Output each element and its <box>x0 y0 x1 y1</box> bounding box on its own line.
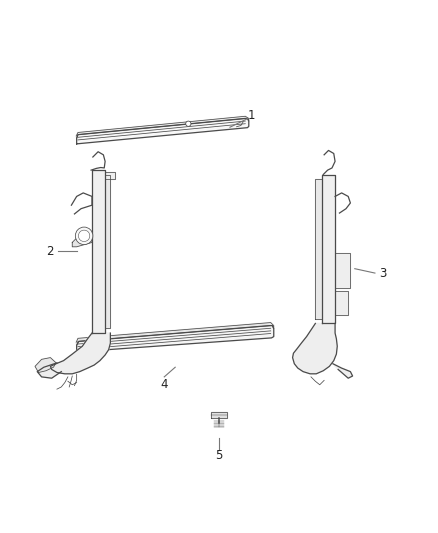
Polygon shape <box>335 253 350 288</box>
Text: 1: 1 <box>248 109 256 122</box>
Polygon shape <box>77 326 274 352</box>
Polygon shape <box>322 174 335 324</box>
Circle shape <box>78 230 90 241</box>
Circle shape <box>186 121 191 126</box>
Polygon shape <box>105 172 115 179</box>
Polygon shape <box>293 324 337 374</box>
Polygon shape <box>37 363 61 378</box>
Polygon shape <box>92 170 105 333</box>
Polygon shape <box>76 322 274 345</box>
Polygon shape <box>76 116 249 138</box>
Text: 4: 4 <box>160 378 168 391</box>
Polygon shape <box>335 290 348 314</box>
Text: 5: 5 <box>215 449 223 462</box>
Text: 3: 3 <box>380 266 387 280</box>
Polygon shape <box>77 118 249 144</box>
Text: 2: 2 <box>46 245 54 257</box>
Polygon shape <box>72 238 92 247</box>
Polygon shape <box>105 174 110 328</box>
Polygon shape <box>211 413 227 418</box>
Polygon shape <box>35 358 56 373</box>
Circle shape <box>75 227 93 245</box>
Polygon shape <box>333 364 353 378</box>
Polygon shape <box>50 333 110 374</box>
Polygon shape <box>315 179 322 319</box>
